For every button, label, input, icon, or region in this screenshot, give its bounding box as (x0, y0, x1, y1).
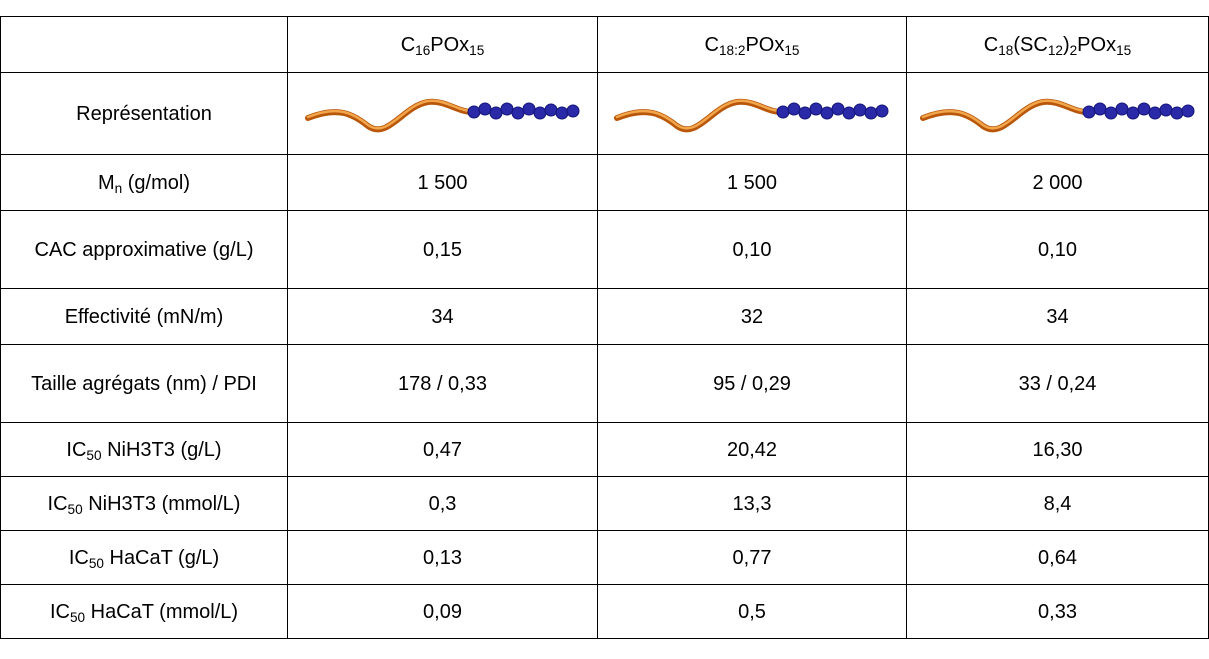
subscript: 2 (1069, 42, 1078, 58)
text: HaCaT (mmol/L) (85, 600, 239, 623)
cell: 0,13 (287, 530, 598, 585)
subscript: 16 (415, 42, 431, 58)
text: Taille agrégats (nm) / PDI (31, 372, 257, 395)
text: HaCaT (g/L) (103, 546, 220, 569)
text: POx (1077, 33, 1117, 56)
text: (SC (1013, 33, 1048, 56)
text: IC (68, 546, 89, 569)
table-row: Représentation (0, 72, 1209, 155)
header-row: C16POx15 C18:2POx15 C18(SC12)2POx15 (0, 16, 1209, 73)
row-label: IC50 NiH3T3 (mmol/L) (0, 476, 288, 531)
cell: 33 / 0,24 (906, 344, 1209, 423)
cell: 0,5 (597, 584, 907, 639)
cell: 0,15 (287, 210, 598, 289)
cell: 0,3 (287, 476, 598, 531)
cell: 95 / 0,29 (597, 344, 907, 423)
molecule-image (614, 98, 889, 132)
subscript: 18:2 (718, 42, 746, 58)
text: CAC approximative (g/L) (34, 238, 254, 261)
row-label: IC50 HaCaT (mmol/L) (0, 584, 288, 639)
cell: 16,30 (906, 422, 1209, 477)
row-label: Effectivité (mN/m) (0, 288, 288, 345)
row-label: Représentation (0, 72, 288, 155)
cell: 1 500 (287, 154, 598, 211)
column-header: C18(SC12)2POx15 (906, 16, 1209, 73)
row-label: Taille agrégats (nm) / PDI (0, 344, 288, 423)
text: Représentation (76, 102, 212, 125)
cell: 0,09 (287, 584, 598, 639)
image-cell (287, 72, 598, 155)
subscript: 18 (998, 42, 1014, 58)
table-row: Mn (g/mol) 1 500 1 500 2 000 (0, 154, 1209, 211)
subscript: 12 (1047, 42, 1063, 58)
text: C (704, 33, 719, 56)
cell: 34 (287, 288, 598, 345)
table-row: Taille agrégats (nm) / PDI 178 / 0,33 95 /… (0, 344, 1209, 423)
table-row: IC50 HaCaT (mmol/L) 0,09 0,5 0,33 (0, 584, 1209, 639)
row-label: IC50 HaCaT (g/L) (0, 530, 288, 585)
column-header: C18:2POx15 (597, 16, 907, 73)
cell: 0,10 (597, 210, 907, 289)
text: Effectivité (mN/m) (64, 305, 224, 328)
molecule-image (920, 98, 1195, 132)
column-header: C16POx15 (287, 16, 598, 73)
cell: 13,3 (597, 476, 907, 531)
text: IC (47, 492, 68, 515)
table-row: IC50 NiH3T3 (mmol/L) 0,3 13,3 8,4 (0, 476, 1209, 531)
table-body: C16POx15 C18:2POx15 C18(SC12)2POx15 Représe… (0, 16, 1209, 639)
subscript: 50 (67, 501, 83, 517)
text: (g/mol) (122, 171, 191, 194)
subscript: n (114, 180, 123, 196)
text: IC (49, 600, 70, 623)
corner-cell (0, 16, 288, 73)
cell: 0,77 (597, 530, 907, 585)
molecule-image (304, 98, 579, 132)
cell: 8,4 (906, 476, 1209, 531)
cell: 0,33 (906, 584, 1209, 639)
cell: 0,47 (287, 422, 598, 477)
text: IC (66, 438, 87, 461)
text: M (97, 171, 115, 194)
subscript: 15 (784, 42, 800, 58)
data-table: C16POx15 C18:2POx15 C18(SC12)2POx15 Représe… (0, 16, 1209, 639)
cell: 0,10 (906, 210, 1209, 289)
subscript: 15 (469, 42, 485, 58)
cell: 20,42 (597, 422, 907, 477)
subscript: 50 (69, 609, 86, 625)
image-cell (597, 72, 907, 155)
table-row: IC50 HaCaT (g/L) 0,13 0,77 0,64 (0, 530, 1209, 585)
cell: 1 500 (597, 154, 907, 211)
text: C (983, 33, 999, 56)
table-row: CAC approximative (g/L) 0,15 0,10 0,10 (0, 210, 1209, 289)
table-row: IC50 NiH3T3 (g/L) 0,47 20,42 16,30 (0, 422, 1209, 477)
subscript: 50 (88, 555, 104, 571)
image-cell (906, 72, 1209, 155)
row-label: CAC approximative (g/L) (0, 210, 288, 289)
cell: 2 000 (906, 154, 1209, 211)
table-row: Effectivité (mN/m) 34 32 34 (0, 288, 1209, 345)
text: ) (1062, 33, 1070, 56)
cell: 34 (906, 288, 1209, 345)
row-label: Mn (g/mol) (0, 154, 288, 211)
subscript: 50 (86, 447, 102, 463)
text: POx (745, 33, 785, 56)
cell: 0,64 (906, 530, 1209, 585)
cell: 178 / 0,33 (287, 344, 598, 423)
text: POx (430, 33, 470, 56)
subscript: 15 (1116, 42, 1132, 58)
text: NiH3T3 (mmol/L) (82, 492, 241, 515)
text: NiH3T3 (g/L) (101, 438, 222, 461)
row-label: IC50 NiH3T3 (g/L) (0, 422, 288, 477)
cell: 32 (597, 288, 907, 345)
text: C (400, 33, 416, 56)
